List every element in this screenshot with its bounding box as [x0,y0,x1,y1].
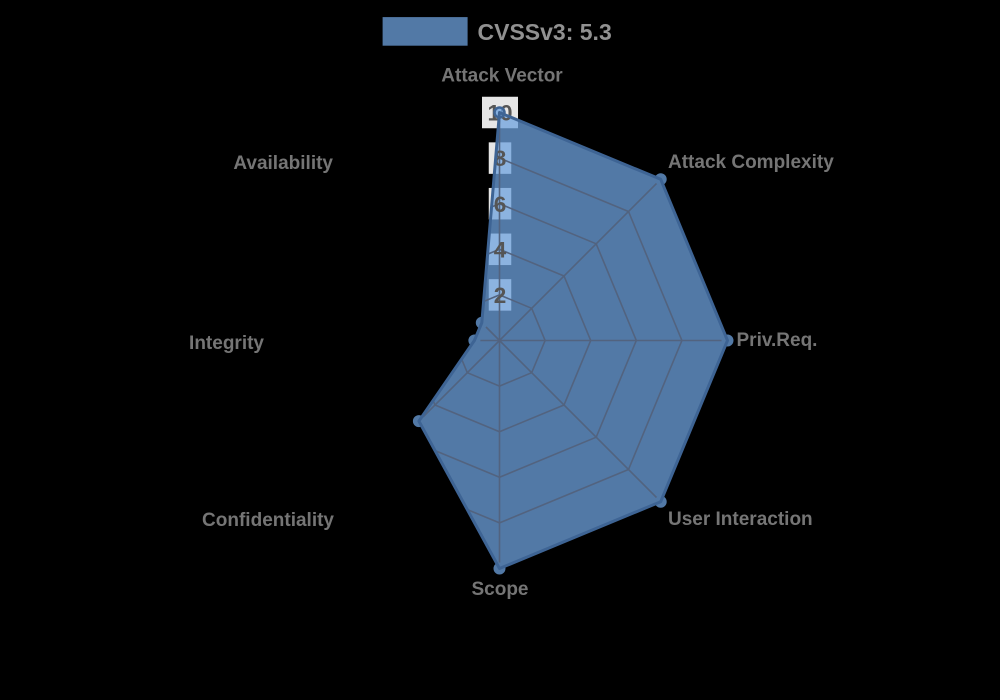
svg-text:Attack Complexity: Attack Complexity [668,152,834,173]
svg-text:4: 4 [494,237,507,262]
svg-text:6: 6 [494,192,507,217]
svg-text:CVSSv3: 5.3: CVSSv3: 5.3 [478,19,612,45]
svg-text:Priv.Req.: Priv.Req. [737,330,818,351]
svg-text:2: 2 [494,283,507,308]
svg-text:User Interaction: User Interaction [668,509,813,530]
svg-text:Scope: Scope [471,579,528,600]
svg-text:Confidentiality: Confidentiality [202,510,334,531]
svg-text:Attack Vector: Attack Vector [441,66,563,87]
svg-text:Integrity: Integrity [189,333,264,354]
svg-text:Availability: Availability [233,153,333,174]
